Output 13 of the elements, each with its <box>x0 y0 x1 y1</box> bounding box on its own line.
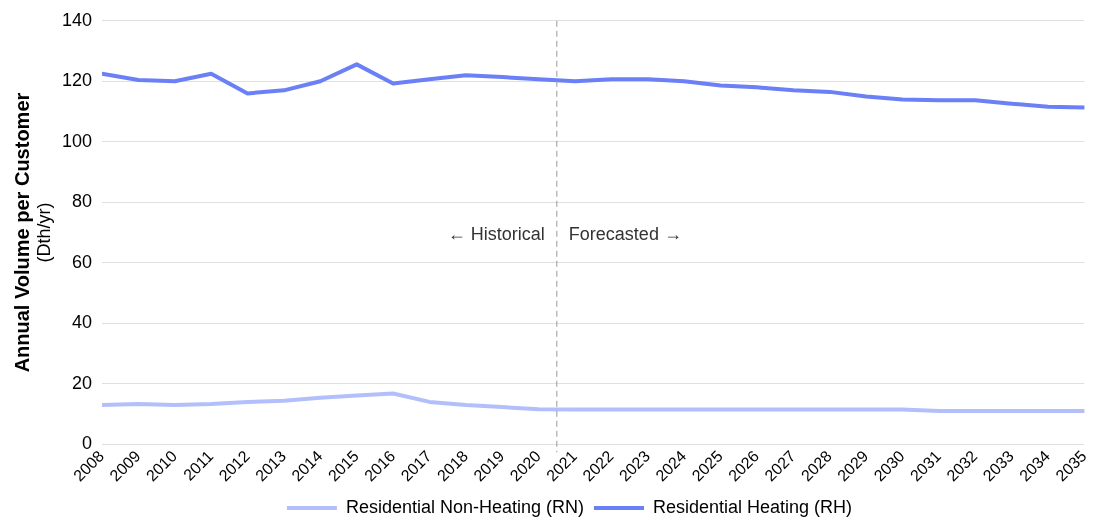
annotation: Forecasted → <box>568 224 682 245</box>
y-tick-label: 60 <box>72 251 93 272</box>
y-tick-label: 0 <box>82 433 93 454</box>
y-tick-label: 120 <box>61 70 93 91</box>
y-tick-label: 100 <box>61 130 93 151</box>
annotation: ← Historical <box>447 224 545 245</box>
y-axis-title: Annual Volume per Customer (Dth/yr) <box>10 92 54 373</box>
y-tick-label: 80 <box>72 191 93 212</box>
legend-label: Residential Non-Heating (RN) <box>345 496 585 517</box>
y-tick-label: 40 <box>72 312 93 333</box>
y-tick-label: 20 <box>72 372 93 393</box>
legend-label: Residential Heating (RH) <box>653 496 853 517</box>
y-tick-label: 140 <box>61 9 93 30</box>
